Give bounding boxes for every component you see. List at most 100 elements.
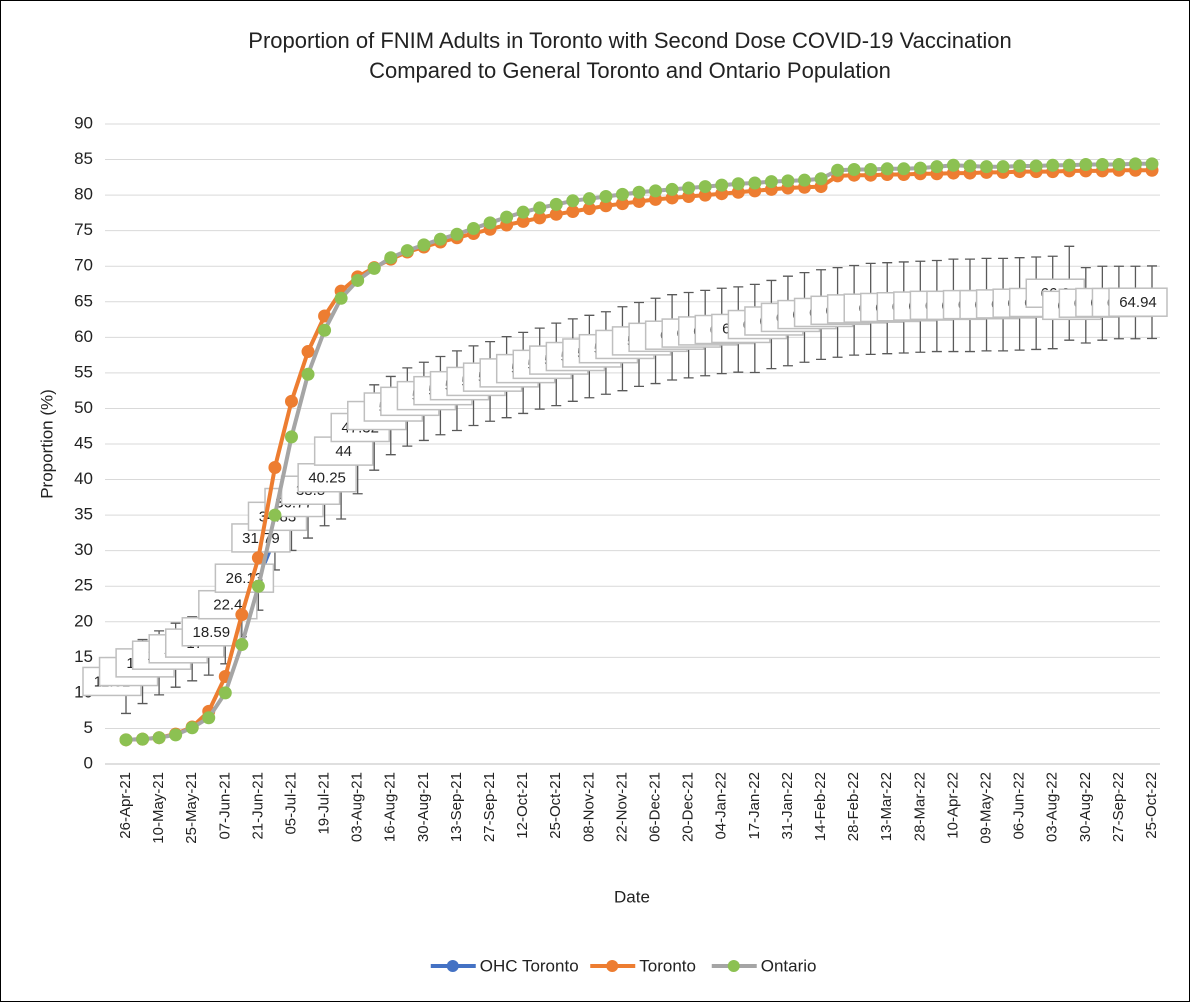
data-point bbox=[797, 173, 811, 187]
data-point bbox=[218, 686, 232, 700]
data-point bbox=[963, 159, 977, 173]
data-point bbox=[367, 261, 381, 275]
data-point bbox=[781, 174, 795, 188]
x-tick-label: 21-Jun-21 bbox=[249, 772, 266, 840]
data-point bbox=[698, 180, 712, 194]
data-point bbox=[268, 460, 282, 474]
chart-title: Proportion of FNIM Adults in Toronto wit… bbox=[248, 28, 1011, 53]
y-tick-label: 55 bbox=[74, 362, 93, 381]
data-point bbox=[897, 162, 911, 176]
data-point bbox=[334, 291, 348, 305]
data-point bbox=[202, 711, 216, 725]
data-point bbox=[566, 194, 580, 208]
data-point bbox=[831, 163, 845, 177]
data-point bbox=[169, 728, 183, 742]
data-point bbox=[235, 638, 249, 652]
data-point bbox=[946, 158, 960, 172]
y-axis-label: Proportion (%) bbox=[37, 389, 56, 499]
data-point bbox=[814, 172, 828, 186]
x-tick-label: 31-Jan-22 bbox=[779, 772, 796, 840]
x-tick-label: 30-Aug-21 bbox=[415, 772, 432, 842]
x-tick-label: 10-Apr-22 bbox=[944, 772, 961, 839]
data-label: 22.4 bbox=[213, 597, 242, 614]
data-point bbox=[268, 508, 282, 522]
x-tick-label: 09-May-22 bbox=[977, 772, 994, 844]
chart-title: Compared to General Toronto and Ontario … bbox=[369, 58, 891, 83]
data-point bbox=[632, 185, 646, 199]
x-tick-label: 25-Oct-22 bbox=[1143, 772, 1160, 839]
data-point bbox=[1013, 159, 1027, 173]
x-tick-label: 17-Jan-22 bbox=[746, 772, 763, 840]
y-tick-label: 25 bbox=[74, 576, 93, 595]
data-point bbox=[318, 323, 332, 337]
data-point bbox=[351, 273, 365, 287]
x-tick-label: 25-Oct-21 bbox=[547, 772, 564, 839]
y-tick-label: 0 bbox=[84, 753, 93, 772]
x-tick-label: 20-Dec-21 bbox=[680, 772, 697, 842]
data-point bbox=[251, 579, 265, 593]
data-label-box bbox=[181, 617, 242, 647]
data-label: 40.25 bbox=[308, 470, 346, 487]
data-point bbox=[301, 367, 315, 381]
x-tick-label: 16-Aug-21 bbox=[382, 772, 399, 842]
y-tick-label: 70 bbox=[74, 256, 93, 275]
x-tick-label: 06-Jun-22 bbox=[1011, 772, 1028, 840]
data-point bbox=[1062, 158, 1076, 172]
x-tick-label: 03-Aug-21 bbox=[349, 772, 366, 842]
data-point bbox=[665, 182, 679, 196]
x-tick-label: 05-Jul-21 bbox=[282, 772, 299, 835]
data-point bbox=[599, 190, 613, 204]
data-point bbox=[185, 721, 199, 735]
legend-label: OHC Toronto bbox=[480, 956, 579, 975]
data-point bbox=[1079, 158, 1093, 172]
data-point bbox=[400, 244, 414, 258]
data-point bbox=[1128, 157, 1142, 171]
data-point bbox=[433, 232, 447, 246]
y-tick-label: 50 bbox=[74, 398, 93, 417]
x-tick-label: 13-Sep-21 bbox=[448, 772, 465, 842]
data-point bbox=[301, 345, 315, 359]
data-point bbox=[1095, 158, 1109, 172]
data-point bbox=[1145, 157, 1159, 171]
x-tick-label: 19-Jul-21 bbox=[316, 772, 333, 835]
y-tick-label: 20 bbox=[74, 611, 93, 630]
data-point bbox=[1029, 159, 1043, 173]
legend-label: Ontario bbox=[761, 956, 817, 975]
x-tick-label: 28-Mar-22 bbox=[911, 772, 928, 841]
x-tick-label: 26-Apr-21 bbox=[117, 772, 134, 839]
data-point bbox=[450, 227, 464, 241]
data-label: 44 bbox=[335, 443, 352, 460]
y-tick-label: 40 bbox=[74, 469, 93, 488]
data-point bbox=[284, 430, 298, 444]
data-label: 64.94 bbox=[1119, 294, 1157, 311]
data-point bbox=[152, 731, 166, 745]
x-tick-label: 06-Dec-21 bbox=[647, 772, 664, 842]
y-tick-label: 60 bbox=[74, 327, 93, 346]
y-tick-label: 90 bbox=[74, 113, 93, 132]
data-point bbox=[467, 222, 481, 236]
data-point bbox=[235, 608, 249, 622]
data-point bbox=[119, 733, 133, 747]
y-tick-label: 5 bbox=[84, 718, 93, 737]
x-tick-label: 14-Feb-22 bbox=[812, 772, 829, 841]
y-tick-label: 30 bbox=[74, 540, 93, 559]
legend-marker bbox=[606, 960, 619, 972]
data-point bbox=[582, 192, 596, 206]
x-tick-label: 22-Nov-21 bbox=[613, 772, 630, 842]
data-point bbox=[483, 216, 497, 230]
legend-marker bbox=[727, 960, 740, 972]
data-point bbox=[682, 181, 696, 195]
data-point bbox=[1046, 158, 1060, 172]
data-point bbox=[748, 176, 762, 190]
y-tick-label: 85 bbox=[74, 149, 93, 168]
y-tick-label: 35 bbox=[74, 505, 93, 524]
x-tick-label: 25-May-21 bbox=[183, 772, 200, 844]
y-tick-label: 45 bbox=[74, 433, 93, 452]
x-tick-label: 12-Oct-21 bbox=[514, 772, 531, 839]
x-tick-label: 07-Jun-21 bbox=[216, 772, 233, 840]
legend-marker bbox=[446, 960, 459, 972]
data-point bbox=[417, 238, 431, 252]
data-point bbox=[847, 163, 861, 177]
y-tick-label: 15 bbox=[74, 647, 93, 666]
